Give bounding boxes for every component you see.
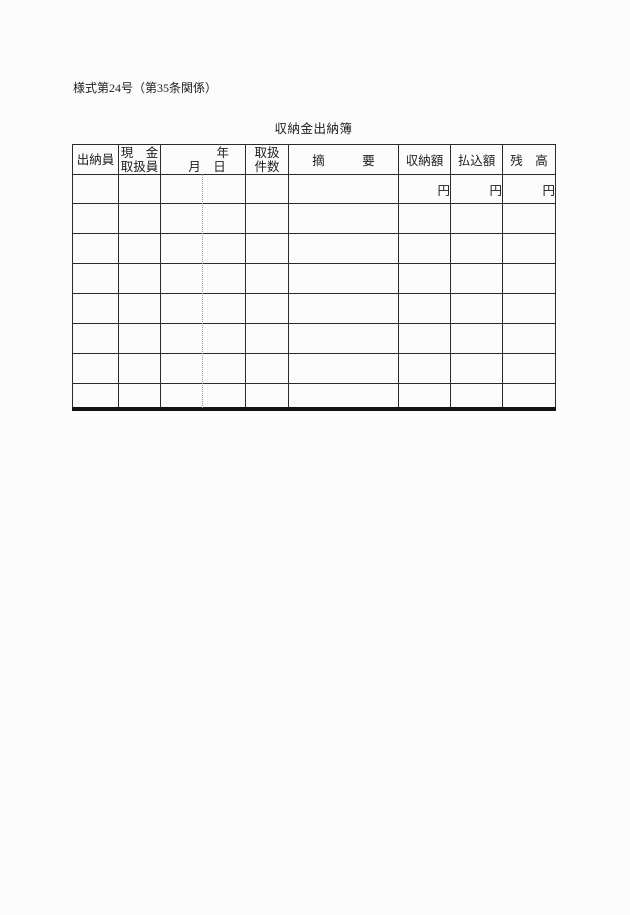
empty-cell xyxy=(502,263,556,294)
empty-row xyxy=(72,263,556,294)
header-cash-handler: 現 金 取扱員 xyxy=(118,144,161,175)
empty-cell xyxy=(450,203,503,234)
empty-cell xyxy=(245,323,289,354)
header-receipt-amount: 収納額 xyxy=(398,144,451,175)
empty-cell xyxy=(72,353,119,384)
empty-cell xyxy=(288,203,399,234)
empty-cell xyxy=(398,383,451,411)
header-summary: 摘 要 xyxy=(288,144,399,175)
empty-cell xyxy=(288,174,399,204)
yen-unit-cell: 円 xyxy=(398,174,451,204)
empty-row xyxy=(72,233,556,264)
ledger-section: 収納金出納簿 出納員 xyxy=(72,122,556,411)
header-count-line2: 件数 xyxy=(254,159,280,174)
empty-cell xyxy=(288,263,399,294)
empty-cell xyxy=(118,353,161,384)
form-number-label: 様式第24号（第35条関係） xyxy=(73,81,218,95)
empty-cell xyxy=(450,323,503,354)
empty-cell xyxy=(245,383,289,411)
empty-cell xyxy=(72,203,119,234)
empty-cell xyxy=(450,263,503,294)
empty-cell xyxy=(118,383,161,411)
empty-row xyxy=(72,353,556,384)
empty-cell xyxy=(72,174,119,204)
empty-row xyxy=(72,323,556,354)
ledger-table-wrap: 出納員 現 金 取扱員 年 月 日 取扱 件数 xyxy=(72,144,556,411)
empty-row xyxy=(72,293,556,324)
header-date: 年 月 日 xyxy=(160,144,246,175)
empty-cell xyxy=(245,233,289,264)
empty-cell xyxy=(502,353,556,384)
header-row: 出納員 現 金 取扱員 年 月 日 取扱 件数 xyxy=(72,144,556,175)
empty-cell xyxy=(245,263,289,294)
empty-cell xyxy=(398,203,451,234)
ledger-table-body: 円 円 円 xyxy=(72,174,556,411)
unit-row: 円 円 円 xyxy=(72,174,556,204)
header-date-year-label: 年 xyxy=(216,145,229,160)
empty-cell xyxy=(160,233,246,264)
empty-cell xyxy=(160,203,246,234)
empty-cell xyxy=(118,203,161,234)
header-cashier-label: 出納員 xyxy=(76,152,115,167)
empty-cell xyxy=(398,323,451,354)
header-cash-handler-line1: 現 金 xyxy=(120,145,159,160)
yen-unit-cell: 円 xyxy=(502,174,556,204)
empty-cell xyxy=(502,383,556,411)
document-title: 収納金出納簿 xyxy=(274,122,353,136)
empty-row xyxy=(72,383,556,411)
empty-cell xyxy=(502,233,556,264)
empty-cell xyxy=(118,174,161,204)
empty-cell xyxy=(502,293,556,324)
header-cash-handler-line2: 取扱員 xyxy=(120,159,159,174)
yen-label: 円 xyxy=(489,183,502,198)
empty-cell xyxy=(160,263,246,294)
empty-cell xyxy=(502,323,556,354)
empty-cell xyxy=(160,353,246,384)
empty-cell xyxy=(118,293,161,324)
header-cashier: 出納員 xyxy=(72,144,119,175)
empty-cell xyxy=(450,233,503,264)
empty-cell xyxy=(118,323,161,354)
empty-cell xyxy=(288,383,399,411)
empty-cell xyxy=(72,323,119,354)
empty-cell xyxy=(72,293,119,324)
empty-cell xyxy=(72,233,119,264)
empty-cell xyxy=(160,323,246,354)
header-transaction-count: 取扱 件数 xyxy=(245,144,289,175)
empty-cell xyxy=(398,353,451,384)
empty-cell xyxy=(118,233,161,264)
empty-cell xyxy=(72,263,119,294)
empty-cell xyxy=(450,383,503,411)
empty-cell xyxy=(245,293,289,324)
empty-cell xyxy=(118,263,161,294)
empty-cell xyxy=(450,293,503,324)
empty-cell xyxy=(450,353,503,384)
empty-cell xyxy=(72,383,119,411)
empty-cell xyxy=(160,293,246,324)
empty-cell xyxy=(288,323,399,354)
empty-cell xyxy=(160,174,246,204)
empty-cell xyxy=(502,203,556,234)
empty-cell xyxy=(160,383,246,411)
yen-label: 円 xyxy=(542,183,555,198)
empty-cell xyxy=(245,203,289,234)
empty-row xyxy=(72,203,556,234)
yen-unit-cell: 円 xyxy=(450,174,503,204)
empty-cell xyxy=(288,293,399,324)
empty-cell xyxy=(245,174,289,204)
empty-cell xyxy=(398,233,451,264)
receipts-ledger-table: 出納員 現 金 取扱員 年 月 日 取扱 件数 xyxy=(72,144,556,411)
header-count-line1: 取扱 xyxy=(254,145,280,160)
header-balance: 残 高 xyxy=(502,144,556,175)
empty-cell xyxy=(288,353,399,384)
header-payment-amount: 払込額 xyxy=(450,144,503,175)
empty-cell xyxy=(288,233,399,264)
empty-cell xyxy=(398,293,451,324)
empty-cell xyxy=(398,263,451,294)
yen-label: 円 xyxy=(437,183,450,198)
header-date-month-day-label: 月 日 xyxy=(188,159,226,174)
empty-cell xyxy=(245,353,289,384)
